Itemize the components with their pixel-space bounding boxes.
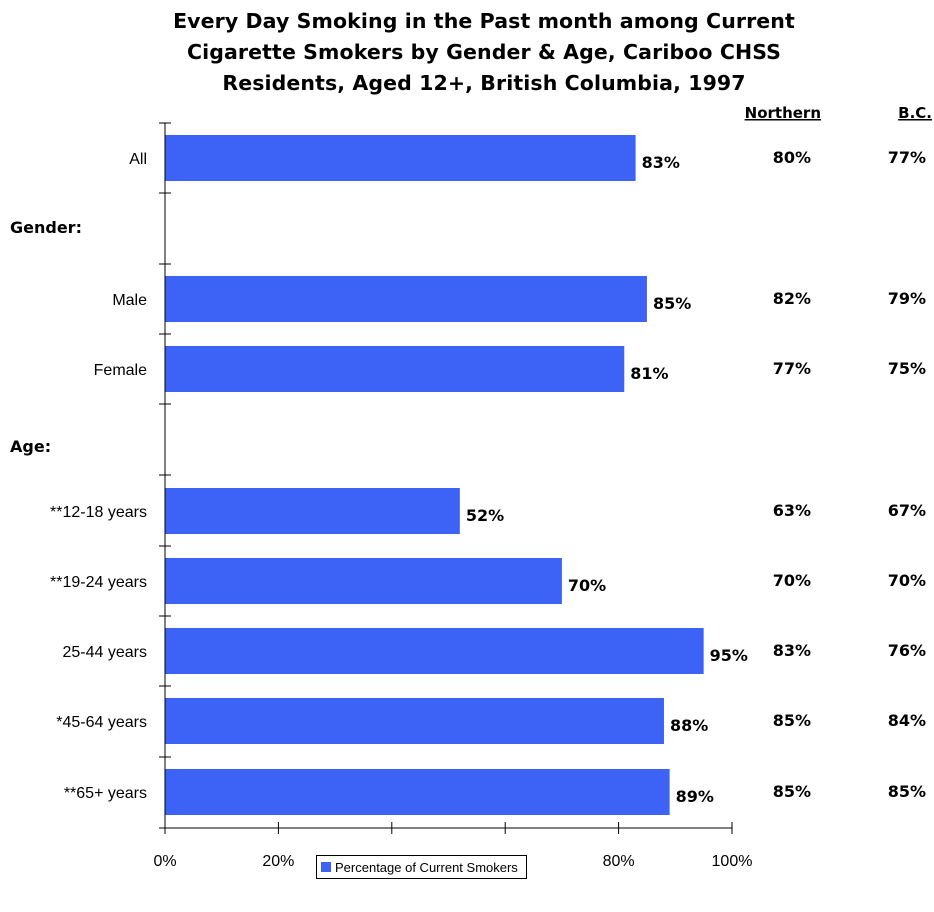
category-label: 25-44 years	[63, 644, 148, 661]
comparison-value: 79%	[888, 289, 926, 308]
data-label: 85%	[653, 294, 691, 313]
comparison-value: 77%	[773, 359, 811, 378]
bar	[165, 346, 625, 392]
comparison-value: 67%	[888, 501, 926, 520]
data-label: 88%	[670, 716, 708, 735]
group-label: Gender:	[10, 218, 82, 237]
comparison-value: 75%	[888, 359, 926, 378]
category-label: **19-24 years	[50, 574, 147, 591]
bar	[165, 628, 704, 674]
x-tick-label: 80%	[603, 853, 635, 870]
data-label: 89%	[676, 787, 714, 806]
x-tick-label: 0%	[153, 853, 176, 870]
comparison-value: 85%	[888, 782, 926, 801]
bar	[165, 698, 664, 744]
category-label: **65+ years	[64, 785, 147, 802]
bar	[165, 488, 460, 534]
comparison-value: 85%	[773, 711, 811, 730]
legend-swatch	[321, 862, 331, 872]
comparison-value: 70%	[773, 571, 811, 590]
legend-label: Percentage of Current Smokers	[335, 859, 518, 875]
x-tick-label: 20%	[262, 853, 294, 870]
data-label: 81%	[630, 364, 668, 383]
bar	[165, 769, 670, 815]
comparison-value: 70%	[888, 571, 926, 590]
category-label: All	[129, 151, 147, 168]
comparison-value: 77%	[888, 148, 926, 167]
comparison-value: 82%	[773, 289, 811, 308]
data-label: 95%	[710, 646, 748, 665]
comparison-value: 83%	[773, 641, 811, 660]
data-label: 83%	[642, 153, 680, 172]
comparison-header: Northern	[745, 104, 821, 122]
comparison-value: 76%	[888, 641, 926, 660]
comparison-value: 80%	[773, 148, 811, 167]
category-label: **12-18 years	[50, 504, 147, 521]
data-label: 70%	[568, 576, 606, 595]
group-label: Age:	[10, 437, 51, 456]
bar	[165, 135, 636, 181]
comparison-value: 63%	[773, 501, 811, 520]
chart-title: Every Day Smoking in the Past month amon…	[173, 9, 795, 95]
category-label: *45-64 years	[56, 714, 147, 731]
comparison-value: 84%	[888, 711, 926, 730]
x-tick-label: 100%	[712, 853, 753, 870]
category-label: Male	[112, 292, 147, 309]
comparison-header: B.C.	[898, 104, 932, 122]
comparison-value: 85%	[773, 782, 811, 801]
data-label: 52%	[466, 506, 504, 525]
bar	[165, 276, 647, 322]
category-label: Female	[94, 362, 147, 379]
bar	[165, 558, 562, 604]
legend: Percentage of Current Smokers	[316, 855, 527, 879]
